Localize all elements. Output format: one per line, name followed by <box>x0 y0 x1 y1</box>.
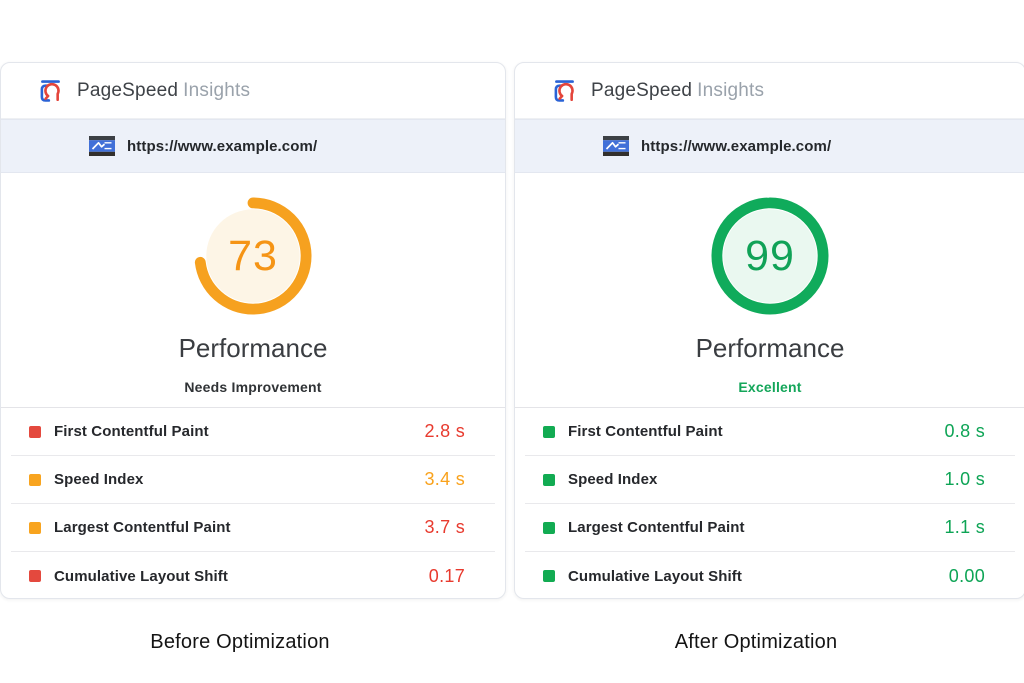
brand-name: PageSpeed <box>591 79 693 101</box>
score-ring-arc <box>194 197 312 315</box>
page-url-link[interactable]: https://www.example.com/ <box>127 137 318 155</box>
brand-name: PageSpeed <box>77 79 179 101</box>
url-bar: https://www.example.com/ <box>515 119 1024 173</box>
score-ring-icon <box>194 197 312 315</box>
metric-label: Speed Index <box>568 471 658 488</box>
page-url-link[interactable]: https://www.example.com/ <box>641 137 832 155</box>
score-title: Performance <box>178 333 328 363</box>
metric-row-cls: Cumulative Layout Shift 0.00 <box>525 552 1015 598</box>
score-ring-arc <box>711 197 829 315</box>
score-section: 99 Performance Excellent <box>515 173 1024 407</box>
metric-label: Cumulative Layout Shift <box>568 567 742 585</box>
metric-label: First Contentful Paint <box>54 423 209 440</box>
score-title: Performance <box>695 333 845 363</box>
metric-row-speed-index: Speed Index 1.0 s <box>525 456 1015 504</box>
metric-value: 0.17 <box>428 565 465 586</box>
metric-value: 1.0 s <box>944 469 985 489</box>
site-favicon-icon <box>89 136 115 156</box>
pagespeed-logo-icon <box>40 80 60 102</box>
url-bar: https://www.example.com/ <box>1 119 505 173</box>
score-section: 73 Performance Needs Improvement <box>1 173 505 407</box>
score-value: 99 <box>745 231 795 280</box>
score-ring-fill <box>723 209 817 303</box>
metric-severity-square-icon <box>29 473 41 486</box>
metric-label: First Contentful Paint <box>568 423 723 440</box>
metric-row-fcp: First Contentful Paint 2.8 s <box>11 408 495 456</box>
brand-suffix: Insights <box>183 79 251 101</box>
metric-severity-square-icon <box>543 473 555 486</box>
metric-value: 3.4 s <box>424 469 465 489</box>
metrics-list: First Contentful Paint 0.8 s Speed Index… <box>515 407 1024 598</box>
metric-row-fcp: First Contentful Paint 0.8 s <box>525 408 1015 456</box>
caption-after: After Optimization <box>674 631 838 653</box>
pagespeed-logo-icon <box>554 80 574 102</box>
pagespeed-panel-before: PageSpeed Insights https://www.example.co… <box>0 62 506 599</box>
pagespeed-panel-after: PageSpeed Insights https://www.example.co… <box>514 62 1024 599</box>
metric-severity-square-icon <box>543 521 555 534</box>
metric-label: Largest Contentful Paint <box>54 519 231 536</box>
metric-value: 2.8 s <box>424 421 465 441</box>
metric-label: Cumulative Layout Shift <box>54 567 228 585</box>
metric-row-cls: Cumulative Layout Shift 0.17 <box>11 552 495 598</box>
score-ring-icon <box>711 197 829 315</box>
metric-value: 0.8 s <box>944 421 985 441</box>
brand-text: PageSpeed Insights <box>77 80 250 102</box>
metric-severity-square-icon <box>29 570 41 582</box>
score-status-label: Excellent <box>738 379 802 395</box>
score-status-label: Needs Improvement <box>184 379 322 395</box>
metric-row-speed-index: Speed Index 3.4 s <box>11 456 495 504</box>
metric-row-lcp: Largest Contentful Paint 1.1 s <box>525 504 1015 552</box>
metric-value: 0.00 <box>948 565 985 586</box>
metric-row-lcp: Largest Contentful Paint 3.7 s <box>11 504 495 552</box>
metrics-list: First Contentful Paint 2.8 s Speed Index… <box>1 407 505 598</box>
pagespeed-header[interactable]: PageSpeed Insights <box>1 63 505 119</box>
metric-value: 3.7 s <box>424 517 465 537</box>
metric-severity-square-icon <box>29 521 41 534</box>
caption-before: Before Optimization <box>150 631 330 653</box>
metric-label: Speed Index <box>54 471 144 488</box>
site-favicon-icon <box>603 136 629 156</box>
score-ring-fill <box>206 209 300 303</box>
score-value: 73 <box>228 231 278 280</box>
brand-text: PageSpeed Insights <box>591 80 764 102</box>
metric-severity-square-icon <box>29 425 41 438</box>
performance-score-gauge: 99 <box>711 197 829 315</box>
brand-suffix: Insights <box>697 79 765 101</box>
metric-label: Largest Contentful Paint <box>568 519 745 536</box>
metric-severity-square-icon <box>543 425 555 438</box>
metric-severity-square-icon <box>543 570 555 582</box>
pagespeed-header[interactable]: PageSpeed Insights <box>515 63 1024 119</box>
metric-value: 1.1 s <box>944 517 985 537</box>
performance-score-gauge: 73 <box>194 197 312 315</box>
